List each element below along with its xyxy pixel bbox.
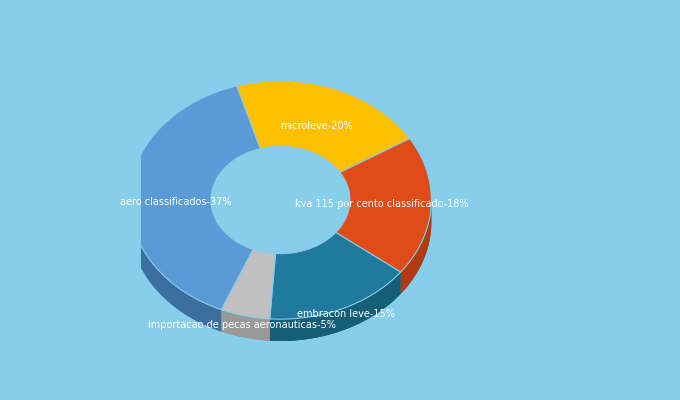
Polygon shape <box>222 310 270 341</box>
Polygon shape <box>270 232 401 319</box>
Text: microleve-20%: microleve-20% <box>281 121 354 131</box>
Text: kva 115 por cento classificado-18%: kva 115 por cento classificado-18% <box>295 199 469 209</box>
Polygon shape <box>222 310 270 341</box>
Polygon shape <box>270 272 401 341</box>
Polygon shape <box>129 200 222 332</box>
Polygon shape <box>401 200 431 294</box>
Polygon shape <box>275 232 336 276</box>
Polygon shape <box>129 86 260 310</box>
Polygon shape <box>211 200 253 271</box>
Polygon shape <box>129 201 222 332</box>
Polygon shape <box>253 249 275 275</box>
Text: importacao de pecas aeronauticas-5%: importacao de pecas aeronauticas-5% <box>148 320 336 330</box>
Polygon shape <box>253 249 275 275</box>
Polygon shape <box>336 139 431 272</box>
Polygon shape <box>401 200 431 294</box>
Text: aero classificados-37%: aero classificados-37% <box>120 197 232 207</box>
Polygon shape <box>211 200 253 271</box>
Polygon shape <box>275 232 336 276</box>
Polygon shape <box>336 200 350 254</box>
Polygon shape <box>270 272 401 341</box>
Polygon shape <box>336 200 350 254</box>
Text: embracon leve-15%: embracon leve-15% <box>297 309 395 319</box>
Polygon shape <box>222 249 275 319</box>
Polygon shape <box>237 81 410 172</box>
